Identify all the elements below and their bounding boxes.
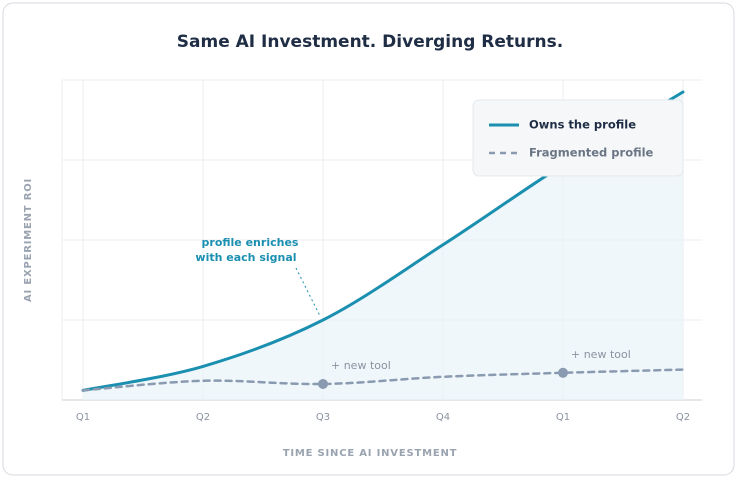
legend-box: [472, 99, 684, 177]
annotation: profile enriches: [202, 236, 299, 249]
x-tick-label: Q1: [76, 412, 90, 423]
annotation: with each signal: [195, 251, 296, 264]
legend-label: Fragmented profile: [529, 146, 654, 160]
x-tick-label: Q3: [316, 412, 330, 423]
x-tick-label: Q2: [676, 412, 690, 423]
legend-label: Owns the profile: [529, 118, 636, 132]
point-marker: [318, 379, 328, 389]
point-marker: [558, 367, 568, 378]
area: [83, 92, 683, 400]
x-axis-label: TIME SINCE AI INVESTMENT: [283, 448, 458, 459]
annotation: + new tool: [331, 359, 391, 372]
x-tick-label: Q2: [196, 412, 210, 423]
x-tick-label: Q4: [436, 412, 450, 423]
x-tick-label: Q1: [556, 412, 570, 423]
line: [81, 368, 685, 392]
y-axis-label: AI EXPERIMENT ROI: [23, 178, 34, 302]
chart-title: Same AI Investment. Diverging Returns.: [177, 32, 563, 52]
annotation: + new tool: [571, 348, 631, 361]
annotation-leader: [295, 267, 321, 317]
